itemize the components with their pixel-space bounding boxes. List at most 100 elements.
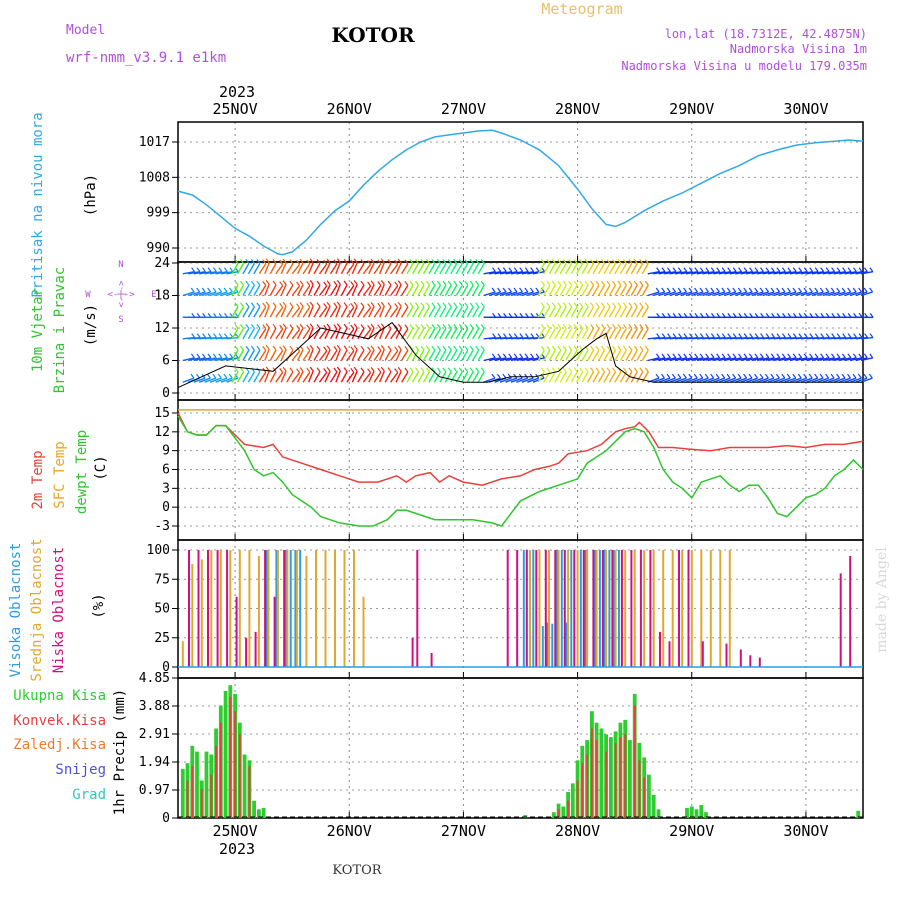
wind-barb — [193, 357, 206, 362]
wind-barb-tick — [480, 259, 485, 264]
wind-barb-tick — [265, 323, 270, 329]
wind-barb — [597, 349, 606, 361]
wind-barb — [335, 262, 341, 275]
wind-barb-tick — [726, 373, 731, 379]
wind-barb-tick — [732, 267, 737, 273]
wind-barb-tick — [323, 324, 328, 330]
wind-barb-tick — [458, 367, 463, 373]
wind-barb-tick — [688, 287, 693, 293]
wind-barb — [729, 357, 742, 362]
wind-barb-tick — [404, 367, 409, 373]
day-label-bottom: 27NOV — [441, 822, 486, 840]
wind-barb-tick — [289, 302, 294, 308]
wind-barb — [729, 377, 742, 383]
wind-barb — [472, 284, 480, 296]
wind-barb-tick — [557, 345, 562, 351]
precip-bar — [605, 751, 608, 818]
cloud-bar — [690, 550, 693, 667]
wind-barb — [439, 284, 447, 296]
wind-barb — [379, 370, 385, 383]
wind-barb — [472, 306, 480, 318]
precip-bar — [252, 800, 256, 818]
wind-barb-tick — [732, 353, 737, 359]
wind-barb-tick — [743, 353, 748, 359]
wind-barb-tick — [770, 353, 775, 359]
wind-barb — [286, 349, 294, 361]
wind-barb — [696, 357, 709, 362]
wind-barb-tick — [350, 281, 355, 287]
wind-barb-tick — [250, 345, 255, 351]
wind-barb — [784, 271, 797, 275]
wind-barb-tick — [492, 267, 496, 273]
day-label-bottom: 28NOV — [555, 822, 600, 840]
wind-barb-tick — [776, 353, 781, 359]
wind-barb-tick — [764, 373, 769, 379]
wind-barb — [231, 306, 239, 318]
wind-barb — [630, 349, 638, 361]
wind-barb-tick — [579, 367, 584, 373]
y-tick-label: 2.91 — [139, 727, 170, 742]
wind-barb-tick — [464, 324, 469, 329]
wind-barb-tick — [858, 267, 863, 273]
cloud-bar — [238, 550, 241, 667]
wind-barb-tick — [562, 324, 567, 329]
panel-frame — [177, 121, 864, 263]
wind-barb-tick — [639, 367, 644, 373]
wind-barb — [685, 377, 698, 383]
wind-barb-tick — [491, 373, 496, 379]
wind-barb-tick — [798, 267, 803, 273]
wind-barb-tick — [464, 367, 469, 373]
wind-barb-tick — [622, 345, 627, 351]
wind-barb-tick — [820, 353, 825, 359]
wind-barb — [554, 371, 562, 383]
wind-barb-tick — [296, 368, 301, 374]
wind-barb — [231, 284, 239, 296]
wind-barb — [373, 263, 382, 275]
precip-bar — [699, 805, 704, 818]
wind-barb — [702, 291, 715, 297]
wind-barb-tick — [250, 302, 255, 308]
precip-bar — [628, 740, 632, 818]
wind-barb — [789, 291, 802, 297]
wind-barb — [417, 371, 425, 383]
precip-bar — [215, 745, 218, 818]
wind-barb — [291, 328, 301, 340]
wind-barb — [307, 327, 314, 340]
wind-barb-tick — [530, 333, 535, 338]
wind-barb — [740, 357, 753, 362]
wind-barb-tick — [282, 280, 287, 285]
wind-barb — [401, 349, 409, 361]
wind-barb — [182, 271, 195, 275]
wind-barb — [647, 357, 660, 362]
wind-barb — [351, 370, 358, 383]
wind-barb-tick — [863, 267, 868, 273]
wind-barb — [575, 371, 584, 383]
wind-barb-tick — [415, 367, 419, 373]
wind-barb — [291, 372, 301, 383]
wind-barb-tick — [431, 324, 436, 329]
wind-barb — [647, 271, 660, 275]
wind-barb-tick — [573, 367, 578, 373]
temp-label-sfc: SFC Temp — [52, 441, 68, 508]
wind-barb-tick — [350, 367, 355, 373]
wind-barb — [450, 328, 458, 340]
wind-barb-tick — [628, 302, 633, 308]
wind-barb — [822, 271, 835, 275]
cloud-bar — [701, 641, 704, 667]
wind-barb-tick — [689, 333, 693, 338]
wind-barb — [575, 328, 584, 340]
wind-barb — [439, 371, 447, 383]
wind-barb-tick — [309, 366, 314, 372]
wind-barb — [390, 263, 399, 275]
wind-barb-tick — [415, 324, 419, 329]
wind-barb-tick — [765, 287, 770, 293]
wind-barb — [581, 284, 589, 296]
wind-barb — [302, 350, 311, 361]
wind-barb — [839, 271, 852, 275]
wind-barb — [209, 291, 222, 297]
wind-barb — [505, 377, 518, 383]
wind-barb — [368, 349, 375, 361]
wind-barb — [718, 291, 731, 297]
wind-barb — [663, 291, 676, 297]
wind-barb — [346, 350, 355, 361]
